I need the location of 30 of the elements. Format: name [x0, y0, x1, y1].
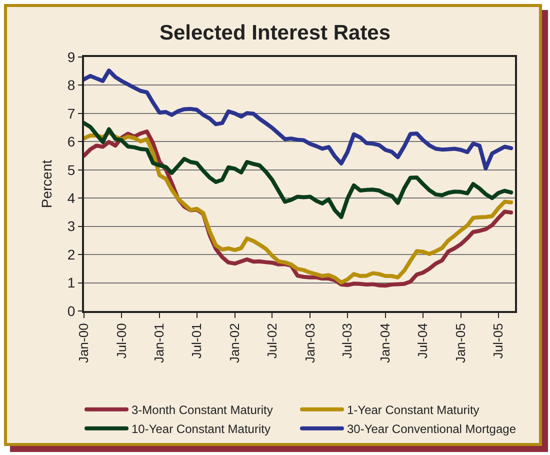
- legend-label: 3-Month Constant Maturity: [132, 403, 273, 417]
- line-series: [84, 68, 514, 170]
- y-tick-label: 2: [67, 246, 76, 262]
- x-tick-label: Jan-04: [378, 323, 393, 363]
- x-tick-label: Jul-00: [114, 323, 129, 359]
- x-tick-label: Jan-01: [152, 323, 167, 363]
- x-tick-label: Jan-03: [302, 323, 318, 363]
- legend-label: 10-Year Constant Maturity: [132, 422, 270, 436]
- legend-label: 30-Year Conventional Mortgage: [347, 422, 516, 436]
- y-tick-label: 7: [67, 105, 76, 122]
- y-tick-label: 4: [67, 190, 76, 206]
- y-tick-label: 0: [67, 302, 76, 319]
- y-tick-label: 8: [67, 77, 76, 94]
- x-tick-label: Jul-03: [340, 323, 355, 359]
- x-tick-label: Jul-04: [415, 323, 430, 359]
- x-tick-label: Jul-01: [189, 323, 204, 359]
- y-tick-label: 6: [67, 134, 76, 150]
- chart-title: Selected Interest Rates: [159, 22, 391, 45]
- y-tick-label: 3: [67, 218, 76, 234]
- x-tick-label: Jan-05: [453, 323, 468, 363]
- y-tick-label: 9: [67, 48, 76, 65]
- x-tick-label: Jan-00: [76, 323, 92, 363]
- x-tick-label: Jul-02: [264, 323, 280, 359]
- x-tick-label: Jan-02: [227, 323, 242, 363]
- x-tick-label: Jul-05: [490, 323, 506, 359]
- legend-label: 1-Year Constant Maturity: [347, 403, 480, 417]
- line-series: [84, 121, 514, 220]
- y-tick-label: 5: [67, 162, 76, 178]
- y-tick-label: 1: [67, 274, 76, 291]
- y-axis-title: Percent: [38, 160, 55, 208]
